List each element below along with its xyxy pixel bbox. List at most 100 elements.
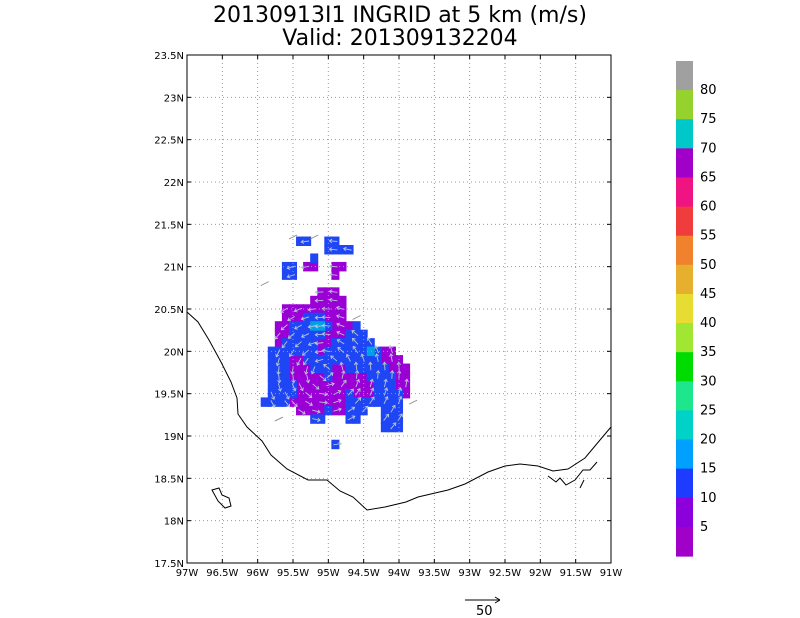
wind-vector-head <box>307 342 312 347</box>
wind-vector <box>369 379 373 388</box>
lat-label: 18.5N <box>154 474 184 485</box>
wind-cell <box>359 338 368 348</box>
wind-cell <box>380 422 389 433</box>
wind-vector <box>303 357 309 365</box>
wind-cell <box>296 372 305 382</box>
wind-vector <box>347 415 356 421</box>
wind-vector <box>375 345 379 354</box>
wind-vector <box>333 399 342 404</box>
wind-cell <box>338 397 347 407</box>
latitude-labels: 23.5N 23N 22.5N 22N 21.5N 21N 20.5N 20N 19.5N 19N… <box>154 51 611 570</box>
wind-cell <box>310 329 319 340</box>
colorbar-label: 15 <box>700 462 717 477</box>
lat-label: 21.5N <box>154 220 184 231</box>
wind-vector <box>369 388 374 396</box>
wind-vector <box>383 396 388 405</box>
wind-vector-head <box>300 316 305 321</box>
lat-label: 19.5N <box>154 390 184 401</box>
lon-label: 96.5W <box>206 568 238 579</box>
wind-vector <box>298 409 306 415</box>
coastline <box>186 311 612 511</box>
wind-cell <box>310 355 319 365</box>
wind-vector-head <box>341 370 346 374</box>
wind-vector-head <box>356 388 361 392</box>
wind-vector <box>287 316 295 321</box>
wind-vector <box>383 414 389 421</box>
wind-vector <box>278 374 280 383</box>
lon-label: 97W <box>176 568 199 579</box>
wind-cell <box>324 245 333 255</box>
wind-vector <box>336 331 345 336</box>
wind-vector <box>336 323 345 328</box>
wind-vector <box>322 325 331 327</box>
wind-cell <box>281 346 290 357</box>
colorbar-swatch <box>676 206 693 237</box>
colorbar-swatch <box>676 497 693 528</box>
wind-vector <box>391 370 393 379</box>
wind-cell <box>387 397 396 407</box>
wind-vector-head <box>342 246 347 252</box>
wind-vector-head <box>303 361 307 366</box>
colorbar-label: 55 <box>700 229 717 244</box>
wind-cell <box>310 388 319 399</box>
lat-label: 21N <box>164 263 184 274</box>
wind-vector <box>329 274 338 276</box>
wind-cell <box>352 414 361 424</box>
wind-vector-head <box>328 272 333 277</box>
wind-vector-head <box>366 337 371 341</box>
wind-cell <box>267 355 276 365</box>
wind-vector <box>390 405 396 413</box>
wind-cell <box>380 355 389 365</box>
wind-vector <box>306 374 309 383</box>
colorbar-swatch <box>676 410 693 441</box>
wind-cell <box>296 312 305 323</box>
wind-vector <box>333 390 341 395</box>
wind-vector <box>347 406 355 413</box>
wind-cell <box>281 363 290 373</box>
wind-vector-head <box>301 352 306 356</box>
wind-vector-head <box>383 378 388 383</box>
wind-cell <box>274 397 283 407</box>
wind-cell <box>352 321 361 331</box>
wind-vector-head <box>404 378 409 383</box>
wind-vector-head <box>314 332 319 337</box>
lat-label: 22N <box>164 178 184 189</box>
wind-vector-head <box>390 369 395 374</box>
wind-vector-head <box>397 387 403 391</box>
wind-cell <box>338 245 347 255</box>
wind-vector <box>375 353 379 362</box>
wind-vector <box>355 362 358 371</box>
wind-vector <box>369 362 372 371</box>
colorbar: 80 75 70 65 60 55 50 45 40 35 30 25 20 15 10 5 <box>676 61 717 557</box>
wind-cell <box>345 363 354 373</box>
wind-cell <box>366 355 375 365</box>
wind-cell <box>380 372 389 382</box>
wind-vector-head <box>286 274 291 279</box>
wind-vector <box>274 332 281 340</box>
lon-label: 93W <box>458 568 481 579</box>
lat-label: 23N <box>164 93 184 104</box>
wind-vector <box>326 383 335 387</box>
colorbar-swatch <box>676 119 693 149</box>
wind-vector-head <box>351 330 356 334</box>
wind-vector-head <box>338 441 343 447</box>
wind-vector-head <box>330 355 334 360</box>
wind-cell <box>296 329 305 340</box>
wind-vector-head <box>338 407 342 412</box>
wind-vector <box>343 248 352 251</box>
wind-cell <box>359 397 368 407</box>
wind-vector-head <box>328 289 333 294</box>
wind-vector-head <box>337 346 341 351</box>
wind-vector-head <box>384 396 389 400</box>
wind-vector-head <box>317 417 321 423</box>
wind-vector <box>305 400 313 406</box>
wind-cell <box>359 372 368 382</box>
wind-cell <box>331 312 340 323</box>
wind-cell <box>310 312 319 323</box>
colorbar-label: 20 <box>700 433 717 448</box>
wind-cell <box>387 414 396 424</box>
wind-cell <box>324 287 333 297</box>
wind-cell <box>281 380 290 390</box>
valid-time-subtitle: Valid: 201309132204 <box>282 26 518 51</box>
lat-label: 23.5N <box>154 51 184 62</box>
